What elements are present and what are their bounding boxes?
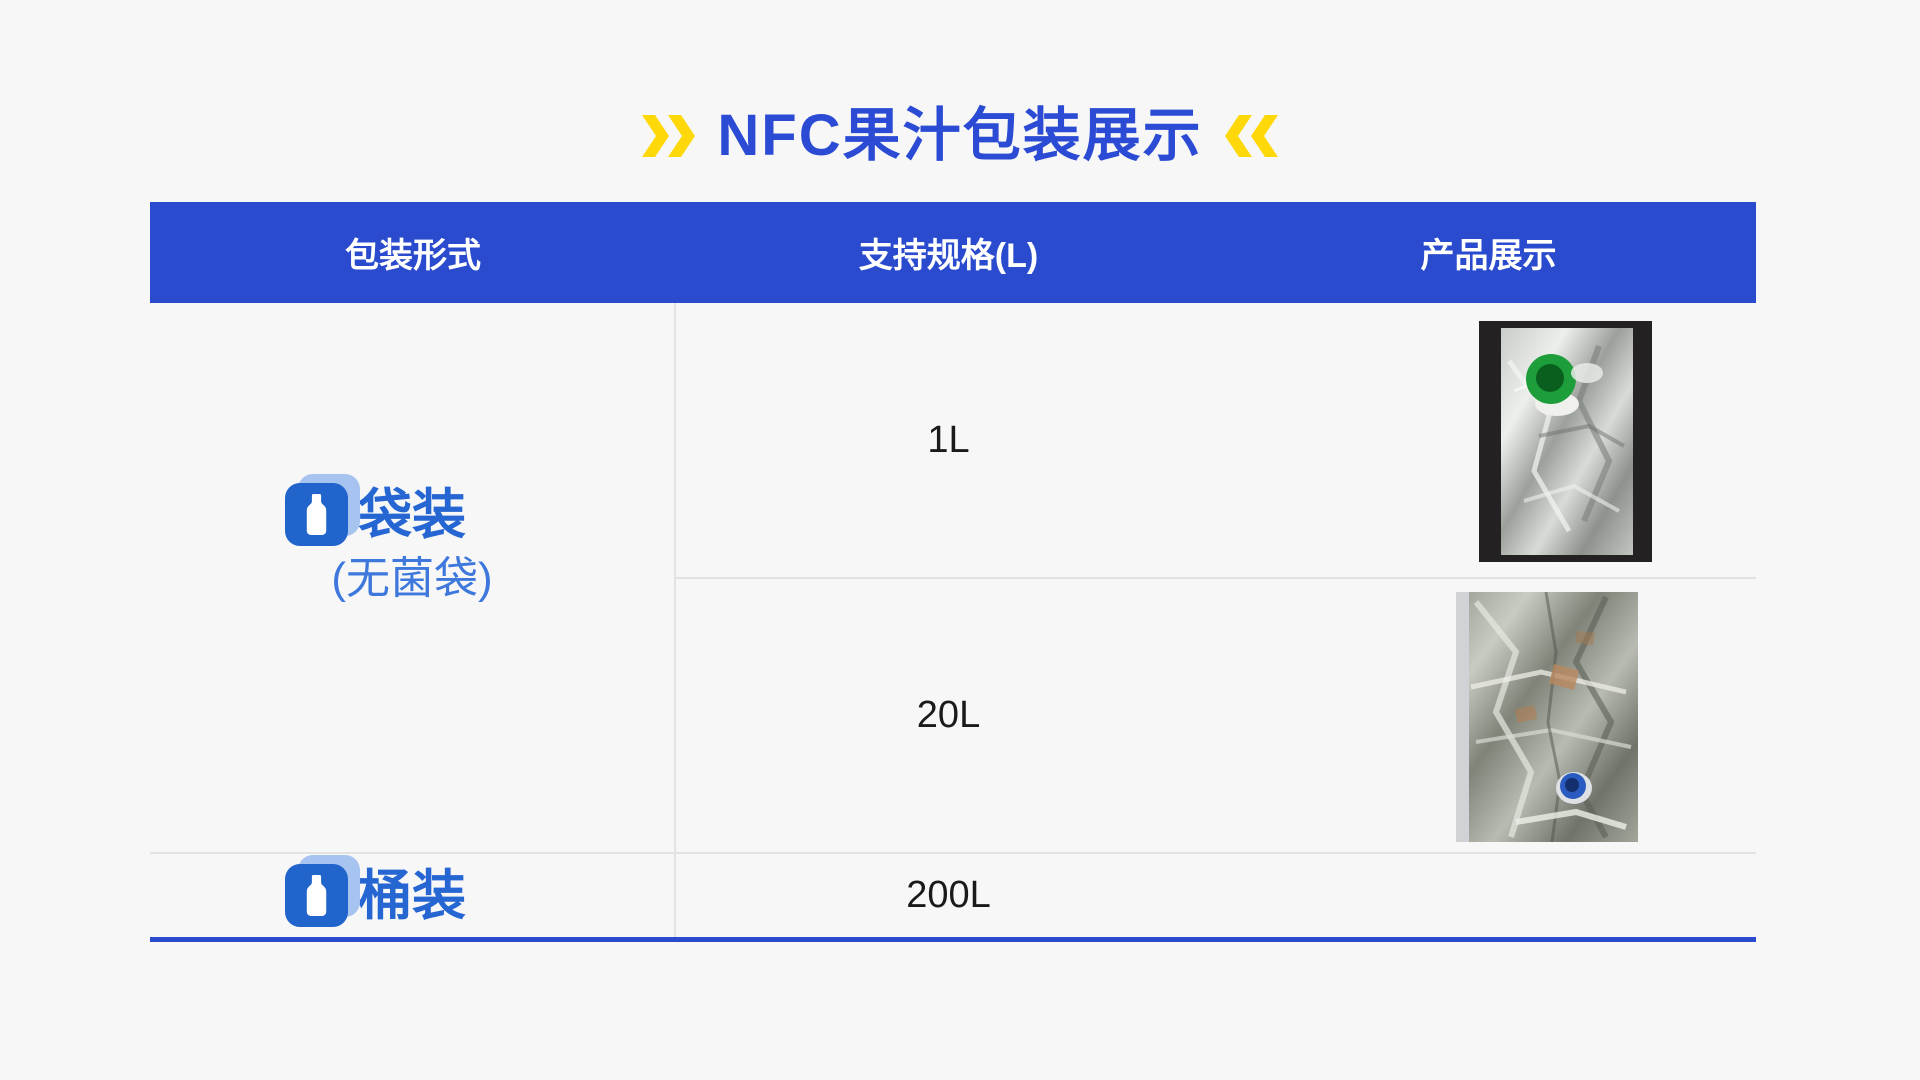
cell-spec-20l: 20L (676, 577, 1221, 852)
cell-packaging-drum: 桶装 (150, 852, 676, 937)
packaging-table: 包装形式 支持规格(L) 产品展示 (150, 202, 1756, 942)
page-title-row: NFC果汁包装展示 (0, 90, 1920, 182)
table-header-row: 包装形式 支持规格(L) 产品展示 (150, 202, 1756, 303)
product-photo-1l-foil-bag (1479, 321, 1652, 562)
bottle-icon (285, 855, 360, 927)
double-chevron-left-icon (1224, 115, 1278, 157)
table-bottom-border (150, 937, 1756, 942)
cell-product-image-20l (1221, 577, 1756, 852)
cell-product-image-1l (1221, 303, 1756, 577)
column-header-packaging-form: 包装形式 (345, 237, 481, 275)
packaging-label-bag: 袋装 (358, 484, 466, 545)
packaging-label-drum: 桶装 (358, 865, 466, 926)
page-title: NFC果汁包装展示 (717, 103, 1203, 168)
cell-spec-1l: 1L (927, 418, 970, 461)
table-body: 袋装 (无菌袋) 1L (150, 303, 1756, 937)
packaging-subtitle-aseptic-bag: (无菌袋) (331, 554, 493, 603)
cell-spec-200l: 200L (676, 852, 1221, 937)
cell-product-image-200l-empty (1221, 852, 1756, 937)
cell-packaging-bag: 袋装 (无菌袋) (150, 303, 676, 852)
column-header-supported-specs: 支持规格(L) (858, 237, 1039, 275)
column-header-product-display: 产品展示 (1420, 237, 1557, 275)
double-chevron-right-icon (642, 115, 696, 157)
product-photo-20l-foil-bag (1456, 592, 1638, 842)
bottle-icon (285, 474, 360, 546)
